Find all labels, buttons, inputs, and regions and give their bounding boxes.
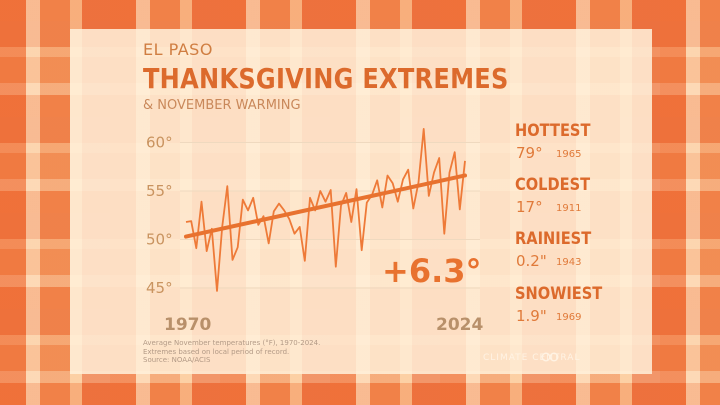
location-label: EL PASO <box>143 40 213 59</box>
extreme-label: COLDEST <box>515 175 591 195</box>
extreme-label: RAINIEST <box>515 229 592 249</box>
brand-name: CLIMATE CENTRAL <box>483 353 581 363</box>
y-axis-ticks: 60° 55° 50° 45° <box>146 134 173 298</box>
content-panel <box>70 29 652 374</box>
footnote-line: Source: NOAA/ACIS <box>143 356 211 364</box>
extreme-value: 17° <box>516 198 543 216</box>
extreme-year: 1965 <box>556 149 582 160</box>
extreme-value: 0.2" <box>516 252 547 270</box>
footnote-line: Extremes based on local period of record… <box>143 347 290 356</box>
footnote: Average November temperatures (°F), 1970… <box>143 339 343 365</box>
extreme-label: SNOWIEST <box>515 284 603 304</box>
x-tick-end: 2024 <box>436 315 483 335</box>
trend-line <box>184 173 467 239</box>
climate-central-logo-icon <box>541 352 559 362</box>
y-tick-label: 45° <box>146 279 173 297</box>
extreme-year: 1911 <box>556 203 582 214</box>
footnote-line: Average November temperatures (°F), 1970… <box>143 339 321 347</box>
extreme-label: HOTTEST <box>515 121 591 141</box>
extreme-value: 79° <box>516 144 543 162</box>
extreme-value: 1.9" <box>516 307 547 325</box>
page-title: THANKSGIVING EXTREMES <box>143 62 509 95</box>
series-line <box>185 127 466 292</box>
extreme-year: 1943 <box>556 257 582 268</box>
trend-change-value: +6.3° <box>382 252 482 290</box>
y-tick-label: 60° <box>146 134 173 152</box>
y-tick-label: 50° <box>146 231 173 249</box>
subtitle: & NOVEMBER WARMING <box>143 98 301 113</box>
x-tick-start: 1970 <box>164 315 211 335</box>
extreme-year: 1969 <box>556 312 582 323</box>
y-tick-label: 55° <box>146 182 173 200</box>
